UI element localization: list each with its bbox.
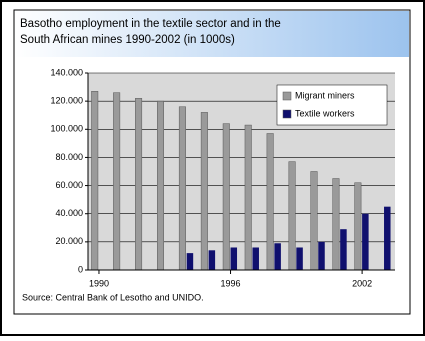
bar [244,124,252,271]
bar [200,112,208,271]
legend-swatch [282,109,292,119]
y-tick-label: 140.000 [50,67,83,77]
y-tick-label: 0 [78,264,83,274]
legend-box [276,84,388,126]
bar [354,182,362,271]
bar [266,133,274,271]
bar [208,250,216,270]
bar [178,106,186,271]
inner-frame [13,9,411,315]
x-tick-label: 1990 [89,278,109,288]
title-band [15,11,409,57]
bar [332,178,340,271]
x-tick-label: 2002 [352,278,372,288]
bar [340,229,347,270]
y-tick-label: 40.000 [55,208,83,218]
chart-title: South African mines 1990-2002 (in 1000s) [20,34,235,46]
y-tick-label: 60.000 [55,180,83,190]
bar [384,206,391,270]
legend-label: Migrant miners [295,90,355,100]
bar [274,243,281,270]
bar [113,92,121,271]
x-tick-label: 1996 [221,278,241,288]
y-tick-label: 20.000 [55,236,83,246]
legend-swatch [282,91,292,101]
bar [157,100,164,271]
bar [252,247,259,270]
y-tick-label: 120.000 [50,96,83,106]
source: Source: Central Bank of Lesotho and UNID… [22,292,204,302]
y-tick-label: 80.000 [55,152,83,162]
bar [318,241,325,270]
bar [230,247,238,270]
bar [296,247,303,270]
bar [186,253,194,270]
legend-label: Textile workers [295,108,355,118]
chart-title: Basotho employment in the textile sector… [20,18,281,30]
bar [310,171,318,271]
y-tick-label: 100.000 [50,124,83,134]
bar [91,91,99,271]
bar [222,123,230,271]
bar [135,98,143,271]
bar [362,213,369,270]
bar [288,161,296,271]
